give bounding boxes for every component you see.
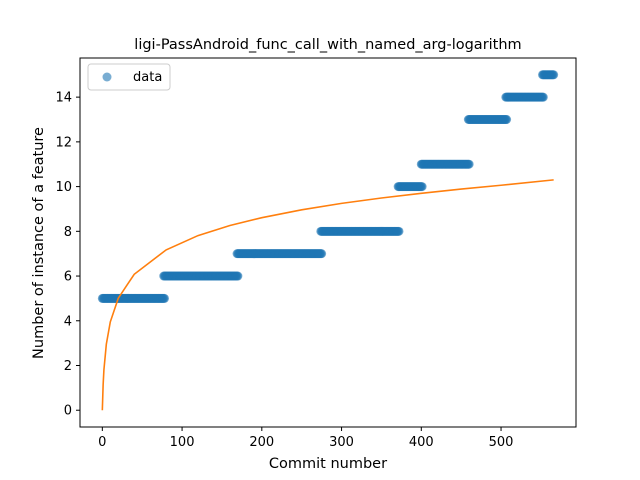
data-point: [464, 159, 474, 169]
y-tick-label: 14: [55, 91, 72, 106]
data-segment-2: [232, 249, 327, 259]
y-tick-label: 12: [55, 135, 72, 150]
data-point: [394, 226, 404, 236]
axes-frame: [79, 57, 577, 428]
data-point: [417, 182, 427, 192]
data-segment-8: [538, 70, 559, 80]
x-tick-label: 400: [409, 435, 434, 450]
data-segment-0: [97, 293, 170, 303]
x-tick-label: 200: [249, 435, 274, 450]
data-point: [549, 70, 559, 80]
legend: data: [87, 63, 171, 91]
y-axis-label: Number of instance of a feature: [31, 127, 47, 359]
legend-box: [87, 63, 171, 91]
y-axis: 0 2 4 6 8 10 12 14: [55, 91, 80, 419]
data-segment-4: [393, 182, 427, 192]
x-tick-label: 100: [170, 435, 195, 450]
y-tick-label: 4: [64, 314, 72, 329]
legend-marker: [102, 72, 112, 82]
data-point: [538, 92, 548, 102]
fit-line: [101, 179, 554, 411]
chart-title: ligi-PassAndroid_func_call_with_named_ar…: [134, 37, 521, 53]
data-point: [233, 271, 243, 281]
y-tick-label: 8: [64, 225, 72, 240]
x-axis: 0 100 200 300 400 500: [98, 427, 513, 450]
y-tick-label: 6: [64, 270, 72, 285]
data-point: [160, 293, 170, 303]
data-segment-1: [159, 271, 243, 281]
y-tick-label: 0: [64, 404, 72, 419]
y-tick-label: 10: [55, 180, 72, 195]
data-point: [317, 249, 327, 259]
y-tick-label: 2: [64, 359, 72, 374]
data-segment-6: [463, 115, 512, 124]
x-axis-label: Commit number: [269, 456, 387, 472]
legend-label: data: [133, 70, 162, 85]
x-tick-label: 0: [98, 435, 106, 450]
data-point: [502, 115, 512, 124]
x-tick-label: 300: [329, 435, 354, 450]
plot-area: [97, 70, 559, 411]
data-segment-3: [316, 226, 404, 236]
data-segment-7: [501, 92, 548, 102]
x-tick-label: 500: [489, 435, 514, 450]
data-segment-5: [416, 159, 474, 169]
